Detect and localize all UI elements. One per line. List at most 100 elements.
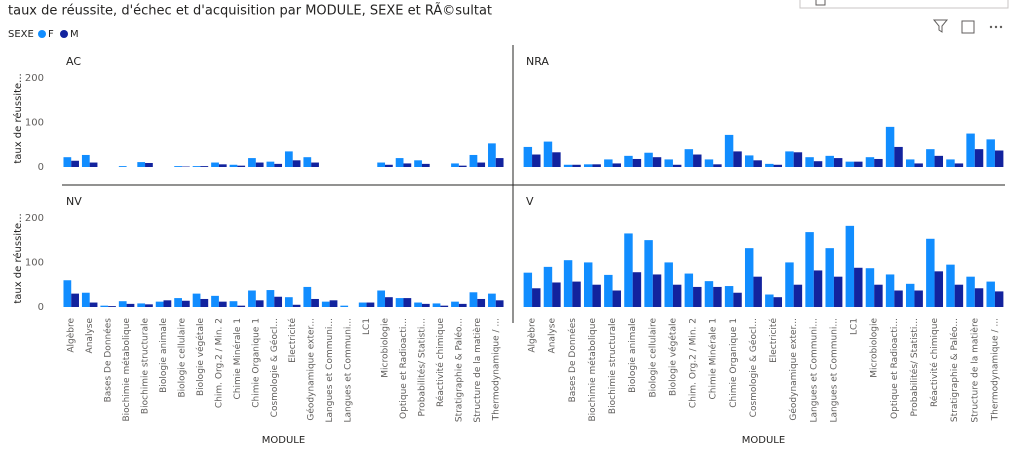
bar: [934, 155, 944, 167]
x-tick-label: Cosmologie & Géocl...: [748, 318, 759, 417]
bar: [785, 262, 794, 307]
bar: [552, 282, 561, 307]
bar: [644, 240, 653, 307]
bar: [854, 267, 863, 307]
bar: [926, 238, 935, 307]
y-tick-label: 100: [25, 117, 44, 128]
bar: [874, 158, 883, 167]
bar: [693, 154, 702, 167]
bar: [874, 284, 883, 307]
bar: [552, 152, 561, 167]
bar: [255, 300, 264, 307]
x-tick-label: Biochimie structurale: [141, 318, 151, 415]
x-tick-label: Stratigraphie & Paléo...: [453, 318, 464, 422]
bar: [292, 304, 301, 307]
bar: [825, 248, 834, 307]
bar: [495, 300, 504, 307]
bar: [211, 162, 219, 167]
x-tick-label: Langues et Communi...: [344, 318, 354, 422]
bar: [395, 298, 404, 307]
x-tick-label: Biochimie métabolique: [587, 318, 598, 422]
panel-title: V: [526, 195, 534, 208]
bar: [266, 161, 275, 167]
bar: [81, 292, 90, 307]
bar: [163, 300, 172, 307]
bar: [733, 151, 742, 167]
bar: [604, 274, 613, 307]
bar: [311, 162, 319, 167]
x-tick-label: Géodynamique exter...: [306, 318, 317, 421]
slicer-checkbox[interactable]: [815, 0, 826, 6]
bar: [200, 166, 209, 167]
bar: [652, 274, 662, 307]
bar: [469, 154, 478, 167]
panel-title: NRA: [526, 55, 549, 68]
x-tick-label: Chim. Org.2 / Min. 2: [689, 318, 699, 408]
bar: [805, 232, 814, 307]
x-tick-label: LC1: [362, 318, 372, 335]
bar: [192, 293, 201, 307]
bar: [488, 143, 496, 167]
bar: [403, 298, 412, 307]
bar: [377, 162, 386, 167]
bar: [733, 292, 742, 307]
bar: [885, 126, 895, 167]
bar: [813, 161, 823, 167]
bar: [905, 159, 915, 167]
x-tick-label: Cosmologie & Géocl...: [269, 318, 280, 417]
x-tick-label: Langues et Communi...: [325, 318, 335, 422]
bar: [664, 159, 673, 167]
bar: [89, 162, 98, 167]
x-tick-label: Chimie Organique 1: [251, 318, 261, 408]
bar: [704, 159, 714, 167]
bar: [229, 164, 238, 167]
bar: [237, 165, 246, 167]
bar: [994, 150, 1004, 167]
x-tick-label: Bases De Données: [567, 318, 578, 403]
bar: [765, 163, 774, 167]
x-tick-label: Analyse: [548, 318, 558, 354]
bar: [89, 302, 98, 307]
bar: [292, 160, 301, 167]
x-tick-label: Probabilités/ Statisti...: [416, 318, 427, 416]
bar: [414, 302, 422, 307]
legend-marker: [38, 30, 46, 38]
bar: [303, 157, 312, 167]
bar: [905, 283, 915, 307]
bar: [744, 248, 754, 307]
bar: [865, 157, 875, 167]
bar: [954, 163, 964, 167]
bar: [458, 303, 467, 307]
x-tick-label: Probabilités/ Statisti...: [909, 318, 920, 416]
bar: [532, 154, 541, 167]
bar: [218, 301, 227, 307]
bar: [155, 301, 164, 307]
bar: [385, 297, 393, 307]
x-tick-label: Chim. Org.2 / Min. 2: [214, 318, 224, 408]
bar: [81, 154, 90, 167]
bar: [664, 262, 673, 307]
bar: [63, 157, 72, 167]
x-tick-label: Biologie animale: [159, 318, 169, 393]
bar: [624, 233, 633, 307]
bar: [414, 160, 422, 167]
bar: [100, 305, 109, 307]
x-tick-label: Structure de la matière: [969, 318, 980, 423]
filter-icon[interactable]: [932, 19, 949, 33]
bar: [914, 290, 923, 307]
bar: [894, 290, 903, 307]
bar: [495, 158, 504, 167]
bar: [693, 286, 702, 307]
focus-icon[interactable]: [961, 20, 975, 34]
bar: [248, 158, 256, 167]
x-tick-label: Bases De Données: [103, 318, 114, 403]
bar: [966, 133, 975, 167]
bar: [612, 163, 622, 167]
x-tick-label: Biochimie métabolique: [121, 318, 132, 422]
y-tick-label: 200: [25, 73, 44, 84]
bar: [451, 163, 459, 167]
x-tick-label: Optique et Radioacti...: [890, 318, 900, 419]
more-icon[interactable]: [989, 25, 1003, 29]
